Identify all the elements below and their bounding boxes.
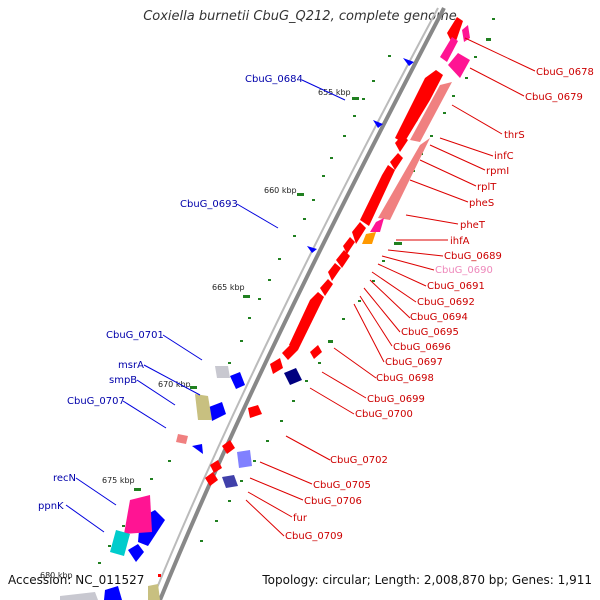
gene-label: rpmI (486, 166, 509, 177)
gene-label: infC (494, 151, 514, 162)
gene-arrow (205, 472, 218, 486)
gene-label: CbuG_0706 (304, 496, 362, 507)
gene-arrow (395, 135, 408, 152)
genome-backbone-inner (151, 7, 439, 600)
gene-label: CbuG_0699 (367, 394, 425, 405)
gene-arrow (192, 444, 203, 454)
gene-arrow (362, 232, 376, 244)
gene-box (215, 366, 230, 378)
gene-box (124, 495, 152, 534)
gene-arrow (60, 592, 98, 600)
gene-arrow (230, 372, 245, 389)
gene-arrow (128, 544, 144, 562)
gene-label: CbuG_0695 (401, 327, 459, 338)
gene-label: CbuG_0698 (376, 373, 434, 384)
gene-arrow (373, 120, 383, 128)
gene-label: pheS (469, 198, 494, 209)
left-leader-lines (65, 79, 346, 533)
gene-label: CbuG_0684 (245, 74, 303, 85)
gene-arrow (462, 25, 470, 42)
gene-arrow (360, 165, 395, 226)
gene-arrow (378, 138, 430, 220)
gene-arrow (270, 358, 283, 374)
gene-label: CbuG_0709 (285, 531, 343, 542)
map-title: Coxiella burnetii CbuG_Q212, complete ge… (143, 9, 457, 24)
gene-arrow (320, 279, 333, 296)
gene-arrow (282, 343, 298, 360)
misc-genes (110, 366, 302, 556)
gene-label: CbuG_0694 (410, 312, 468, 323)
gene-arrow (343, 237, 355, 254)
gene-label: CbuG_0690 (435, 265, 493, 276)
gene-label: CbuG_0700 (355, 409, 413, 420)
gene-arrow (310, 345, 322, 359)
gene-arrow (209, 402, 226, 421)
gene-arrow (104, 586, 122, 600)
gene-label: CbuG_0697 (385, 357, 443, 368)
gene-arrow (448, 53, 470, 78)
gene-arrow (248, 405, 262, 418)
gene-box (110, 530, 130, 556)
gene-label: ppnK (38, 501, 64, 512)
gene-label: CbuG_0693 (180, 199, 238, 210)
forward-strand-genes (205, 17, 463, 486)
gene-label: CbuG_0679 (525, 92, 583, 103)
gene-label: CbuG_0689 (444, 251, 502, 262)
gene-label: ihfA (450, 236, 470, 247)
gene-label: CbuG_0696 (393, 342, 451, 353)
right-leader-lines (245, 37, 536, 537)
gene-arrow (328, 263, 341, 281)
gene-arrow (403, 58, 414, 66)
gene-label: CbuG_0705 (313, 480, 371, 491)
gene-box (237, 450, 252, 468)
gene-arrow (289, 292, 324, 350)
gene-label: CbuG_0702 (330, 455, 388, 466)
gene-arrow (307, 246, 317, 253)
gene-label: CbuG_0678 (536, 67, 594, 78)
accession-text: Accession: NC_011527 (8, 573, 145, 587)
gene-box (284, 368, 302, 385)
gene-label: CbuG_0691 (427, 281, 485, 292)
gene-label: fur (293, 513, 308, 524)
gene-arrow (210, 460, 222, 473)
gene-arrow (370, 218, 384, 232)
gene-arrow (148, 584, 160, 600)
light-red-genes (176, 82, 452, 444)
bottom-partial-genes (60, 574, 161, 600)
topology-text: Topology: circular; Length: 2,008,870 bp… (262, 573, 592, 587)
tick-label-680: 680 kbp (40, 571, 73, 580)
tick-label-660: 660 kbp (264, 186, 297, 195)
gene-box (195, 394, 212, 420)
tick-label-655: 655 kbp (318, 88, 351, 97)
gene-label: smpB (109, 375, 137, 386)
gene-arrow (336, 250, 350, 268)
gene-arrow (404, 114, 418, 130)
gene-label: pheT (460, 220, 486, 231)
gene-label: CbuG_0707 (67, 396, 125, 407)
gene-arrow (410, 82, 452, 142)
gene-arrow (222, 440, 235, 454)
gene-arrow (395, 70, 443, 143)
tick-label-665: 665 kbp (212, 283, 245, 292)
tick-label-675: 675 kbp (102, 476, 135, 485)
gene-label: CbuG_0692 (417, 297, 475, 308)
tick-label-670: 670 kbp (158, 380, 191, 389)
gene-label: rplT (477, 182, 497, 193)
gene-arrow (440, 37, 458, 62)
gene-arrow (390, 153, 403, 170)
gene-arrow (176, 434, 188, 444)
gene-label: thrS (504, 130, 525, 141)
gene-label: recN (53, 473, 76, 484)
gene-box (222, 475, 238, 488)
tick-marks (134, 97, 359, 491)
gene-label: CbuG_0701 (106, 330, 164, 341)
genome-backbone (158, 7, 446, 600)
gene-arrow (352, 222, 366, 244)
gene-label: msrA (118, 360, 144, 371)
